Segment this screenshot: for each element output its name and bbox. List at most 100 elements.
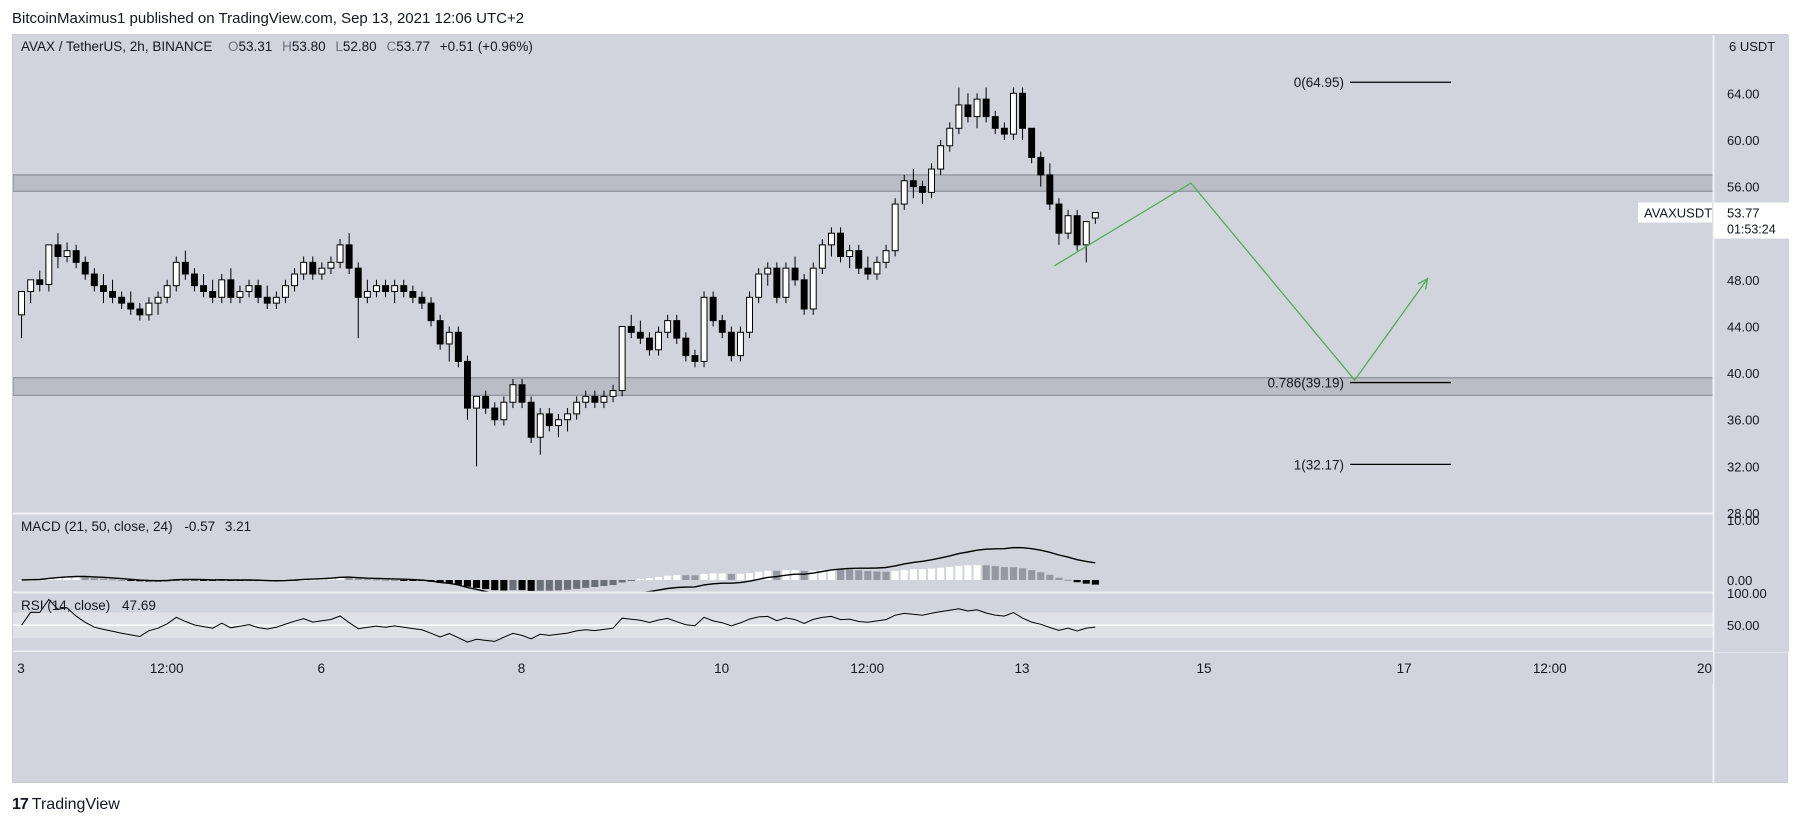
macd-hist-bar bbox=[609, 580, 617, 586]
macd-hist-bar bbox=[81, 577, 89, 580]
candle-body bbox=[436, 320, 444, 345]
candle-body bbox=[63, 250, 71, 258]
macd-hist-bar bbox=[846, 569, 854, 580]
candle-body bbox=[464, 360, 471, 409]
macd-hist-bar bbox=[372, 579, 380, 581]
candle-body bbox=[245, 285, 253, 292]
macd-hist-bar bbox=[573, 580, 581, 589]
macd-pane-bg bbox=[13, 514, 1713, 592]
candle-body bbox=[363, 290, 371, 298]
macd-hist-bar bbox=[99, 578, 107, 580]
macd-hist-bar bbox=[327, 578, 335, 580]
fib-label: 0(64.95) bbox=[1294, 75, 1344, 90]
price-tag-value: 53.77 bbox=[1727, 206, 1760, 221]
macd-hist-bar bbox=[90, 578, 98, 580]
rsi-pane[interactable]: RSI (14, close) 47.69 bbox=[13, 593, 1713, 651]
macd-hist-bar bbox=[627, 580, 635, 581]
candle-body bbox=[445, 331, 453, 345]
candle-body bbox=[973, 98, 981, 118]
macd-hist-bar bbox=[591, 580, 599, 587]
x-tick-label: 12:00 bbox=[150, 661, 184, 676]
macd-hist-bar bbox=[618, 580, 626, 583]
sr-zone bbox=[12, 174, 1714, 192]
price-tag-symbol: AVAXUSDT bbox=[1644, 206, 1712, 221]
x-ticks: 3 12:00 6 8 10 12:00 13 15 17 12:00 20 bbox=[17, 661, 1712, 676]
macd-hist-bar bbox=[445, 580, 453, 584]
candle-body bbox=[864, 267, 872, 275]
price-pane[interactable]: 0(64.95) 0.786(39.19) 1(32.17) AVAX / Teth… bbox=[12, 35, 1714, 513]
candle-body bbox=[900, 180, 908, 205]
candle-body bbox=[955, 104, 963, 129]
y-tick-label: 48.00 bbox=[1727, 273, 1760, 288]
x-tick-label: 17 bbox=[1397, 661, 1412, 676]
footer-brand[interactable]: 17 TradingView bbox=[12, 796, 120, 814]
candle-body bbox=[54, 244, 62, 258]
macd-hist-bar bbox=[72, 577, 80, 580]
macd-hist-bar bbox=[709, 573, 717, 580]
macd-hist-bar bbox=[882, 571, 890, 580]
rsi-value: 47.69 bbox=[122, 598, 156, 613]
candle-body bbox=[818, 244, 826, 269]
time-axis[interactable]: 3 12:00 6 8 10 12:00 13 15 17 12:00 20 bbox=[13, 652, 1713, 684]
macd-hist-bar bbox=[391, 579, 399, 581]
chart-svg[interactable]: 0(64.95) 0.786(39.19) 1(32.17) AVAX / Teth… bbox=[12, 35, 1789, 784]
x-tick-label: 15 bbox=[1196, 661, 1211, 676]
candle-body bbox=[309, 261, 317, 275]
chart-frame[interactable]: 0(64.95) 0.786(39.19) 1(32.17) AVAX / Teth… bbox=[12, 34, 1789, 784]
price-scale[interactable]: 6 USDT 64.0060.0056.0052.0048.0044.0040.… bbox=[1638, 35, 1789, 784]
candle-body bbox=[427, 302, 435, 322]
candle-body bbox=[928, 168, 935, 193]
macd-hist-bar bbox=[409, 580, 417, 581]
candle-body bbox=[1091, 212, 1099, 219]
y-tick-label: 28.00 bbox=[1727, 506, 1760, 521]
macd-hist-bar bbox=[336, 577, 344, 580]
candle-body bbox=[254, 285, 262, 298]
candle-body bbox=[909, 180, 917, 188]
macd-hist-bar bbox=[363, 579, 371, 581]
candle-body bbox=[755, 273, 763, 298]
candle-body bbox=[882, 250, 890, 263]
macd-hist-bar bbox=[900, 569, 908, 580]
candle-body bbox=[191, 273, 198, 287]
macd-pane[interactable]: MACD (21, 50, close, 24) -0.57 3.21 bbox=[13, 514, 1713, 601]
candle-body bbox=[919, 186, 926, 193]
candle-body bbox=[746, 296, 753, 333]
macd-hist-bar bbox=[864, 570, 872, 580]
y-tick-label: 32.00 bbox=[1727, 459, 1760, 474]
y-tick-label: 44.00 bbox=[1727, 319, 1760, 334]
candle-body bbox=[1082, 221, 1090, 246]
candle-body bbox=[27, 279, 35, 292]
candle-body bbox=[946, 127, 954, 147]
rsi-y-ticks: 100.00 50.00 bbox=[1727, 586, 1767, 633]
macd-hist-bar bbox=[1028, 570, 1036, 580]
macd-hist-bar bbox=[991, 566, 999, 580]
candle-body bbox=[582, 395, 590, 403]
candle-body bbox=[718, 320, 726, 333]
x-tick-label: 12:00 bbox=[850, 661, 884, 676]
candle-body bbox=[218, 279, 226, 298]
macd-hist-bar bbox=[946, 566, 954, 580]
legend-change: +0.51 (+0.96%) bbox=[440, 39, 533, 54]
macd-hist-bar bbox=[1055, 577, 1063, 580]
candle-body bbox=[682, 337, 690, 357]
macd-hist-bar bbox=[1019, 568, 1027, 580]
candle-body bbox=[373, 285, 380, 292]
candle-body bbox=[1019, 92, 1026, 129]
candle-body bbox=[482, 395, 490, 409]
candle-body bbox=[873, 261, 881, 275]
macd-hist-bar bbox=[181, 580, 189, 581]
macd-hist-bar bbox=[1064, 579, 1072, 581]
fib-label: 1(32.17) bbox=[1294, 457, 1344, 472]
macd-hist-bar bbox=[873, 571, 881, 580]
macd-hist-bar bbox=[554, 580, 562, 591]
macd-hist-bar bbox=[500, 580, 508, 591]
projection-arrowhead bbox=[1417, 277, 1429, 290]
fib-label: 0.786(39.19) bbox=[1267, 376, 1344, 391]
candle-body bbox=[136, 308, 144, 316]
candle-body bbox=[127, 302, 135, 310]
x-tick-label: 6 bbox=[318, 661, 326, 676]
tradingview-logo-icon: 17 bbox=[12, 796, 29, 813]
price-tag: AVAXUSDT 53.77 01:53:24 bbox=[1638, 202, 1789, 239]
legend-symbol: AVAX / TetherUS, 2h, BINANCE bbox=[21, 39, 212, 54]
candle-body bbox=[491, 407, 499, 421]
